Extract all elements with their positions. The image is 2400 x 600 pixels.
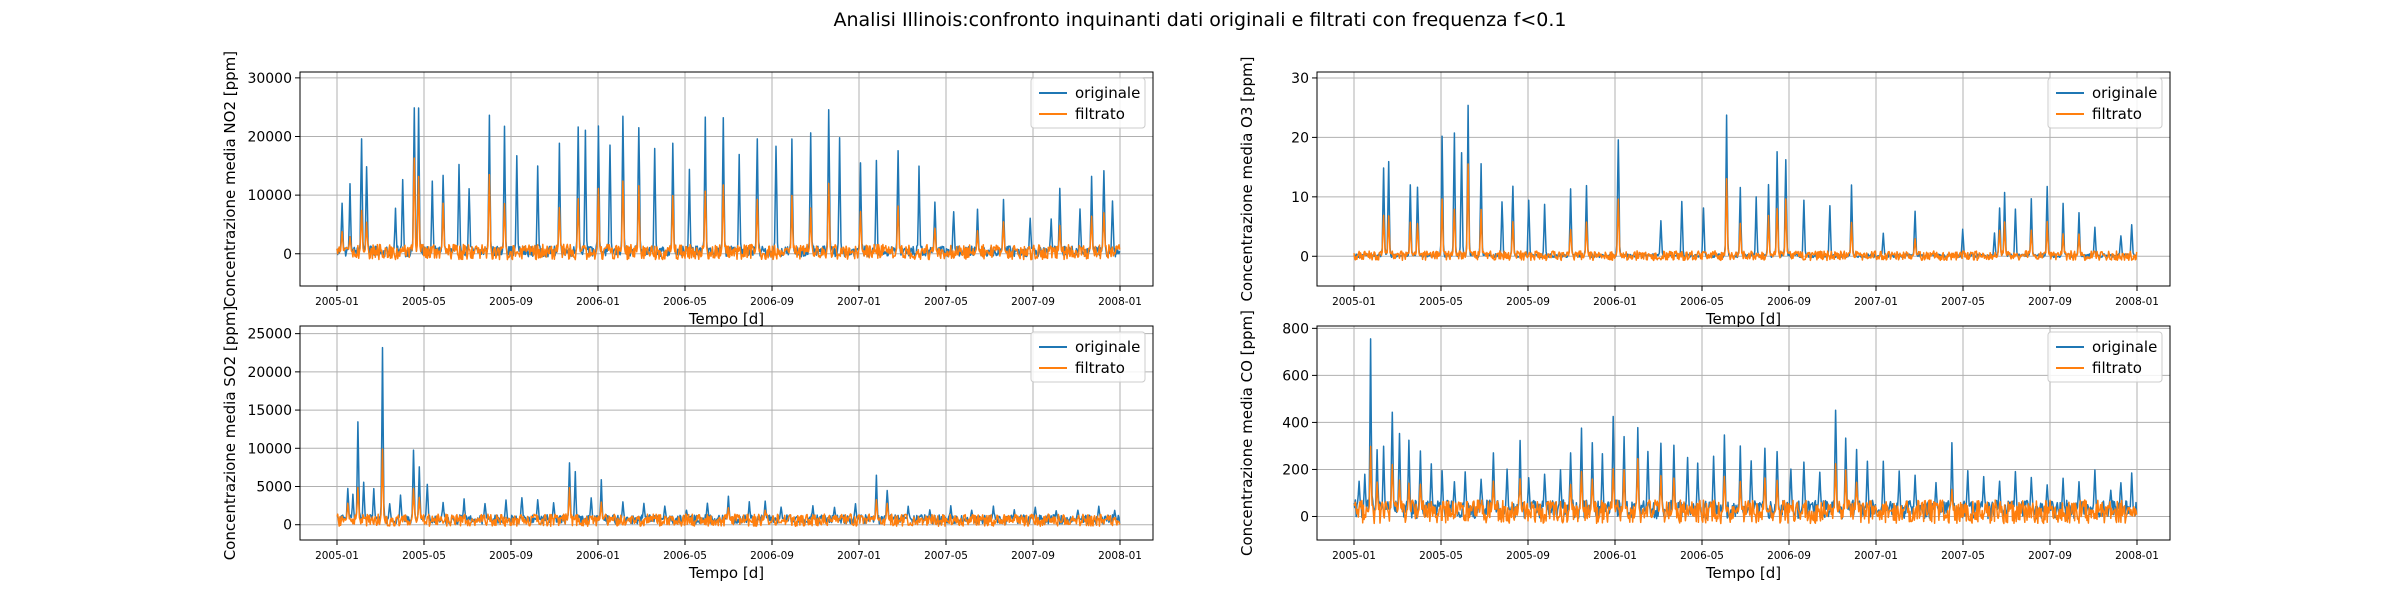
- legend-entry: filtrato: [1075, 105, 1125, 123]
- x-tick-label: 2006-05: [663, 296, 707, 308]
- x-tick-label: 2007-05: [924, 550, 968, 562]
- axes-frame: [1316, 325, 2171, 541]
- y-tick-label: 30: [1291, 71, 1309, 87]
- y-tick-label: 15000: [247, 403, 292, 419]
- x-tick-label: 2007-05: [1941, 550, 1985, 562]
- x-tick-label: 2007-01: [1854, 550, 1898, 562]
- y-tick-label: 600: [1282, 368, 1309, 384]
- legend-entry: filtrato: [2092, 359, 2142, 377]
- y-tick-label: 10000: [247, 441, 292, 457]
- x-tick-label: 2005-05: [1419, 296, 1463, 308]
- x-tick-label: 2006-05: [1680, 550, 1724, 562]
- y-tick-label: 10: [1291, 190, 1309, 206]
- y-tick-label: 0: [283, 247, 292, 263]
- x-tick-label: 2005-09: [1506, 550, 1550, 562]
- x-tick-label: 2006-09: [750, 550, 794, 562]
- x-tick-label: 2006-05: [663, 550, 707, 562]
- x-tick-label: 2006-01: [1593, 550, 1637, 562]
- subplot-o3: 2005-01 2005-05 2005-09 2006-01 2006-05 2006-…: [1238, 56, 2171, 328]
- y-axis-label: Concentrazione media CO [ppm]: [1238, 310, 1256, 556]
- series-line-filtered: [336, 448, 1121, 527]
- x-axis-label: Tempo [d]: [688, 564, 764, 582]
- y-tick-label: 800: [1282, 321, 1309, 337]
- x-tick-label: 2007-09: [2028, 550, 2072, 562]
- y-tick-label: 20000: [247, 365, 292, 381]
- figure-title: Analisi Illinois:confronto inquinanti da…: [833, 9, 1566, 31]
- y-axis-label: Concentrazione media NO2 [ppm]: [221, 51, 239, 307]
- x-tick-label: 2008-01: [1098, 296, 1142, 308]
- x-tick-label: 2007-05: [924, 296, 968, 308]
- x-tick-label: 2006-05: [1680, 296, 1724, 308]
- series-line-filtered: [1353, 445, 2138, 525]
- x-tick-label: 2007-09: [1011, 296, 1055, 308]
- legend-box: [1030, 77, 1146, 129]
- x-tick-label: 2005-05: [1419, 550, 1463, 562]
- legend-box: [2047, 77, 2163, 129]
- legend-entry: originale: [1075, 84, 1140, 102]
- y-tick-label: 20: [1291, 130, 1309, 146]
- x-tick-label: 2006-01: [576, 550, 620, 562]
- legend-box: [1030, 331, 1146, 383]
- y-tick-label: 0: [1300, 509, 1309, 525]
- x-tick-label: 2006-01: [1593, 296, 1637, 308]
- x-tick-label: 2005-01: [315, 550, 359, 562]
- legend-entry: originale: [2092, 84, 2157, 102]
- axes-frame: [1316, 71, 2171, 287]
- axes-frame: [299, 325, 1154, 541]
- legend-box: [2047, 331, 2163, 383]
- x-tick-label: 2006-09: [1767, 296, 1811, 308]
- legend-entry: filtrato: [2092, 105, 2142, 123]
- y-tick-label: 400: [1282, 415, 1309, 431]
- y-tick-label: 200: [1282, 462, 1309, 478]
- y-tick-label: 20000: [247, 129, 292, 145]
- x-tick-label: 2005-05: [402, 550, 446, 562]
- x-axis-label: Tempo [d]: [1705, 564, 1781, 582]
- y-tick-label: 0: [283, 518, 292, 534]
- x-tick-label: 2008-01: [2115, 296, 2159, 308]
- subplot-so2: 2005-01 2005-05 2005-09 2006-01 2006-05 2006-…: [221, 306, 1154, 582]
- legend: originale filtrato: [1030, 77, 1146, 129]
- series-line-filtered: [336, 157, 1121, 261]
- y-axis-label: Concentrazione media SO2 [ppm]: [221, 306, 239, 561]
- x-tick-label: 2007-01: [837, 550, 881, 562]
- x-tick-label: 2006-09: [1767, 550, 1811, 562]
- legend: originale filtrato: [1030, 331, 1146, 383]
- x-axis-label: Tempo [d]: [688, 310, 764, 328]
- subplot-grid: 2005-01 2005-05 2005-09 2006-01 2006-05 2006-…: [221, 51, 2171, 582]
- x-tick-label: 2006-09: [750, 296, 794, 308]
- legend-entry: originale: [2092, 338, 2157, 356]
- x-tick-label: 2007-09: [1011, 550, 1055, 562]
- x-tick-label: 2007-01: [837, 296, 881, 308]
- legend: originale filtrato: [2047, 331, 2163, 383]
- axes-frame: [299, 71, 1154, 287]
- subplot-no2: 2005-01 2005-05 2005-09 2006-01 2006-05 2006-…: [221, 51, 1154, 328]
- x-tick-label: 2008-01: [2115, 550, 2159, 562]
- x-tick-label: 2007-09: [2028, 296, 2072, 308]
- legend-entry: originale: [1075, 338, 1140, 356]
- x-tick-label: 2006-01: [576, 296, 620, 308]
- legend-entry: filtrato: [1075, 359, 1125, 377]
- y-tick-label: 0: [1300, 249, 1309, 265]
- legend: originale filtrato: [2047, 77, 2163, 129]
- y-tick-label: 30000: [247, 71, 292, 87]
- x-tick-label: 2008-01: [1098, 550, 1142, 562]
- x-tick-label: 2005-01: [1332, 296, 1376, 308]
- series-line-filtered: [1353, 163, 2138, 262]
- x-tick-label: 2005-01: [315, 296, 359, 308]
- subplot-co: 2005-01 2005-05 2005-09 2006-01 2006-05 2006-…: [1238, 310, 2171, 582]
- x-axis-label: Tempo [d]: [1705, 310, 1781, 328]
- x-tick-label: 2005-09: [489, 550, 533, 562]
- x-tick-label: 2005-09: [489, 296, 533, 308]
- y-tick-label: 25000: [247, 327, 292, 343]
- x-tick-label: 2005-09: [1506, 296, 1550, 308]
- y-tick-label: 5000: [256, 480, 292, 496]
- y-axis-label: Concentrazione media O3 [ppm]: [1238, 56, 1256, 301]
- x-tick-label: 2007-01: [1854, 296, 1898, 308]
- x-tick-label: 2005-05: [402, 296, 446, 308]
- y-tick-label: 10000: [247, 188, 292, 204]
- x-tick-label: 2007-05: [1941, 296, 1985, 308]
- x-tick-label: 2005-01: [1332, 550, 1376, 562]
